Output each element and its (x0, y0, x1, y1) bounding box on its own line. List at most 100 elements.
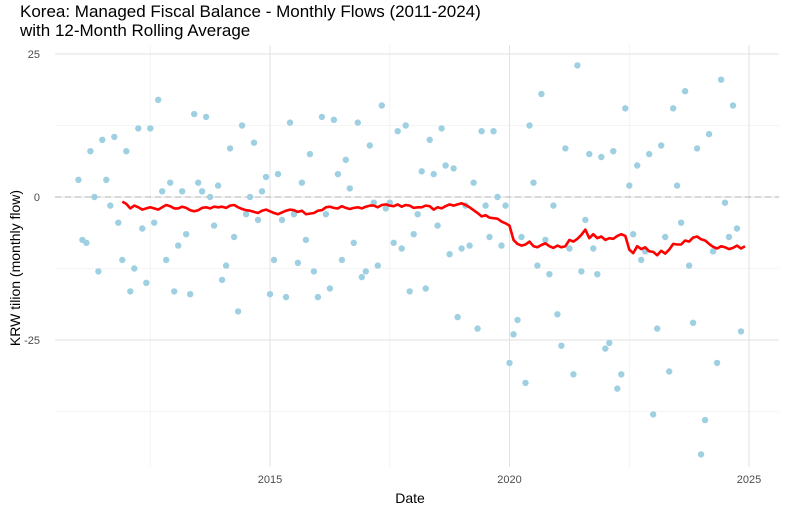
data-point (470, 179, 477, 186)
data-point (326, 285, 334, 292)
data-point (103, 176, 110, 183)
data-point (350, 239, 357, 246)
data-point (163, 256, 170, 264)
data-point (338, 256, 346, 264)
data-point (91, 193, 98, 201)
data-point (570, 371, 577, 378)
data-point (226, 145, 234, 152)
data-point (482, 202, 489, 209)
data-point (402, 122, 409, 129)
data-point (538, 90, 545, 98)
data-point (95, 268, 102, 275)
rolling-average-path (121, 200, 746, 257)
data-point (586, 150, 593, 158)
data-point (638, 256, 645, 264)
data-point (238, 122, 246, 129)
data-point (717, 76, 725, 83)
data-point (490, 128, 497, 135)
data-point (155, 96, 162, 104)
data-point (111, 133, 118, 141)
data-point (725, 233, 733, 241)
data-point (302, 236, 310, 244)
data-point (234, 308, 242, 315)
data-point (282, 293, 290, 301)
data-point (458, 245, 465, 252)
data-point (689, 319, 697, 326)
data-point (498, 242, 505, 249)
data-point (183, 231, 190, 238)
data-point (75, 176, 82, 183)
data-point (542, 236, 549, 244)
data-point (250, 139, 258, 146)
data-point (127, 288, 134, 295)
data-point (390, 239, 397, 246)
data-point (697, 451, 705, 458)
data-point (242, 211, 250, 218)
data-point (318, 113, 326, 121)
data-point (230, 233, 238, 241)
data-point (466, 242, 473, 249)
data-point (346, 185, 353, 192)
data-point (87, 148, 94, 155)
data-point (187, 291, 194, 298)
data-point (514, 316, 521, 324)
data-point (418, 168, 425, 175)
data-point (426, 136, 433, 143)
data-point (378, 102, 385, 109)
data-point (147, 125, 154, 132)
data-point (618, 371, 625, 378)
data-point (578, 268, 585, 275)
data-point (294, 259, 302, 266)
data-point (446, 251, 453, 258)
data-point (634, 162, 641, 169)
data-point (673, 182, 681, 189)
data-point (123, 148, 130, 155)
data-point (306, 150, 314, 158)
data-point (298, 179, 306, 186)
data-point (594, 271, 601, 278)
data-point (342, 156, 349, 163)
data-point (222, 262, 230, 269)
data-point (362, 268, 369, 275)
data-point (705, 130, 713, 138)
data-point (606, 339, 613, 347)
data-point (546, 271, 553, 278)
data-point (590, 245, 597, 252)
data-point (354, 119, 361, 126)
data-point (530, 179, 537, 186)
data-point (713, 359, 721, 367)
data-point (366, 142, 373, 149)
y-tick-label: 25 (28, 49, 40, 61)
data-point (626, 182, 633, 189)
data-point (131, 265, 138, 272)
data-point (370, 199, 377, 206)
data-point (246, 193, 254, 201)
data-point (681, 88, 689, 95)
data-point (650, 411, 657, 418)
data-point (733, 225, 741, 232)
data-point (518, 233, 525, 241)
y-axis-title: KRW tilion (monthly flow) (7, 190, 23, 346)
data-point (135, 125, 142, 132)
data-point (214, 182, 222, 189)
data-point (107, 202, 114, 209)
data-point (510, 331, 517, 338)
x-tick-label: 2020 (497, 474, 521, 486)
data-point (630, 231, 637, 238)
data-point (159, 188, 166, 195)
data-point (506, 359, 513, 367)
data-point (139, 225, 146, 232)
data-point (709, 248, 717, 255)
monthly-flow-points (75, 62, 745, 458)
data-point (179, 188, 186, 195)
data-point (206, 193, 214, 201)
data-point (582, 216, 589, 224)
data-point (666, 368, 673, 375)
data-point (474, 325, 481, 332)
data-point (218, 276, 226, 284)
data-point (721, 199, 729, 206)
data-point (310, 268, 318, 275)
data-point (151, 219, 158, 226)
data-point (729, 102, 737, 109)
